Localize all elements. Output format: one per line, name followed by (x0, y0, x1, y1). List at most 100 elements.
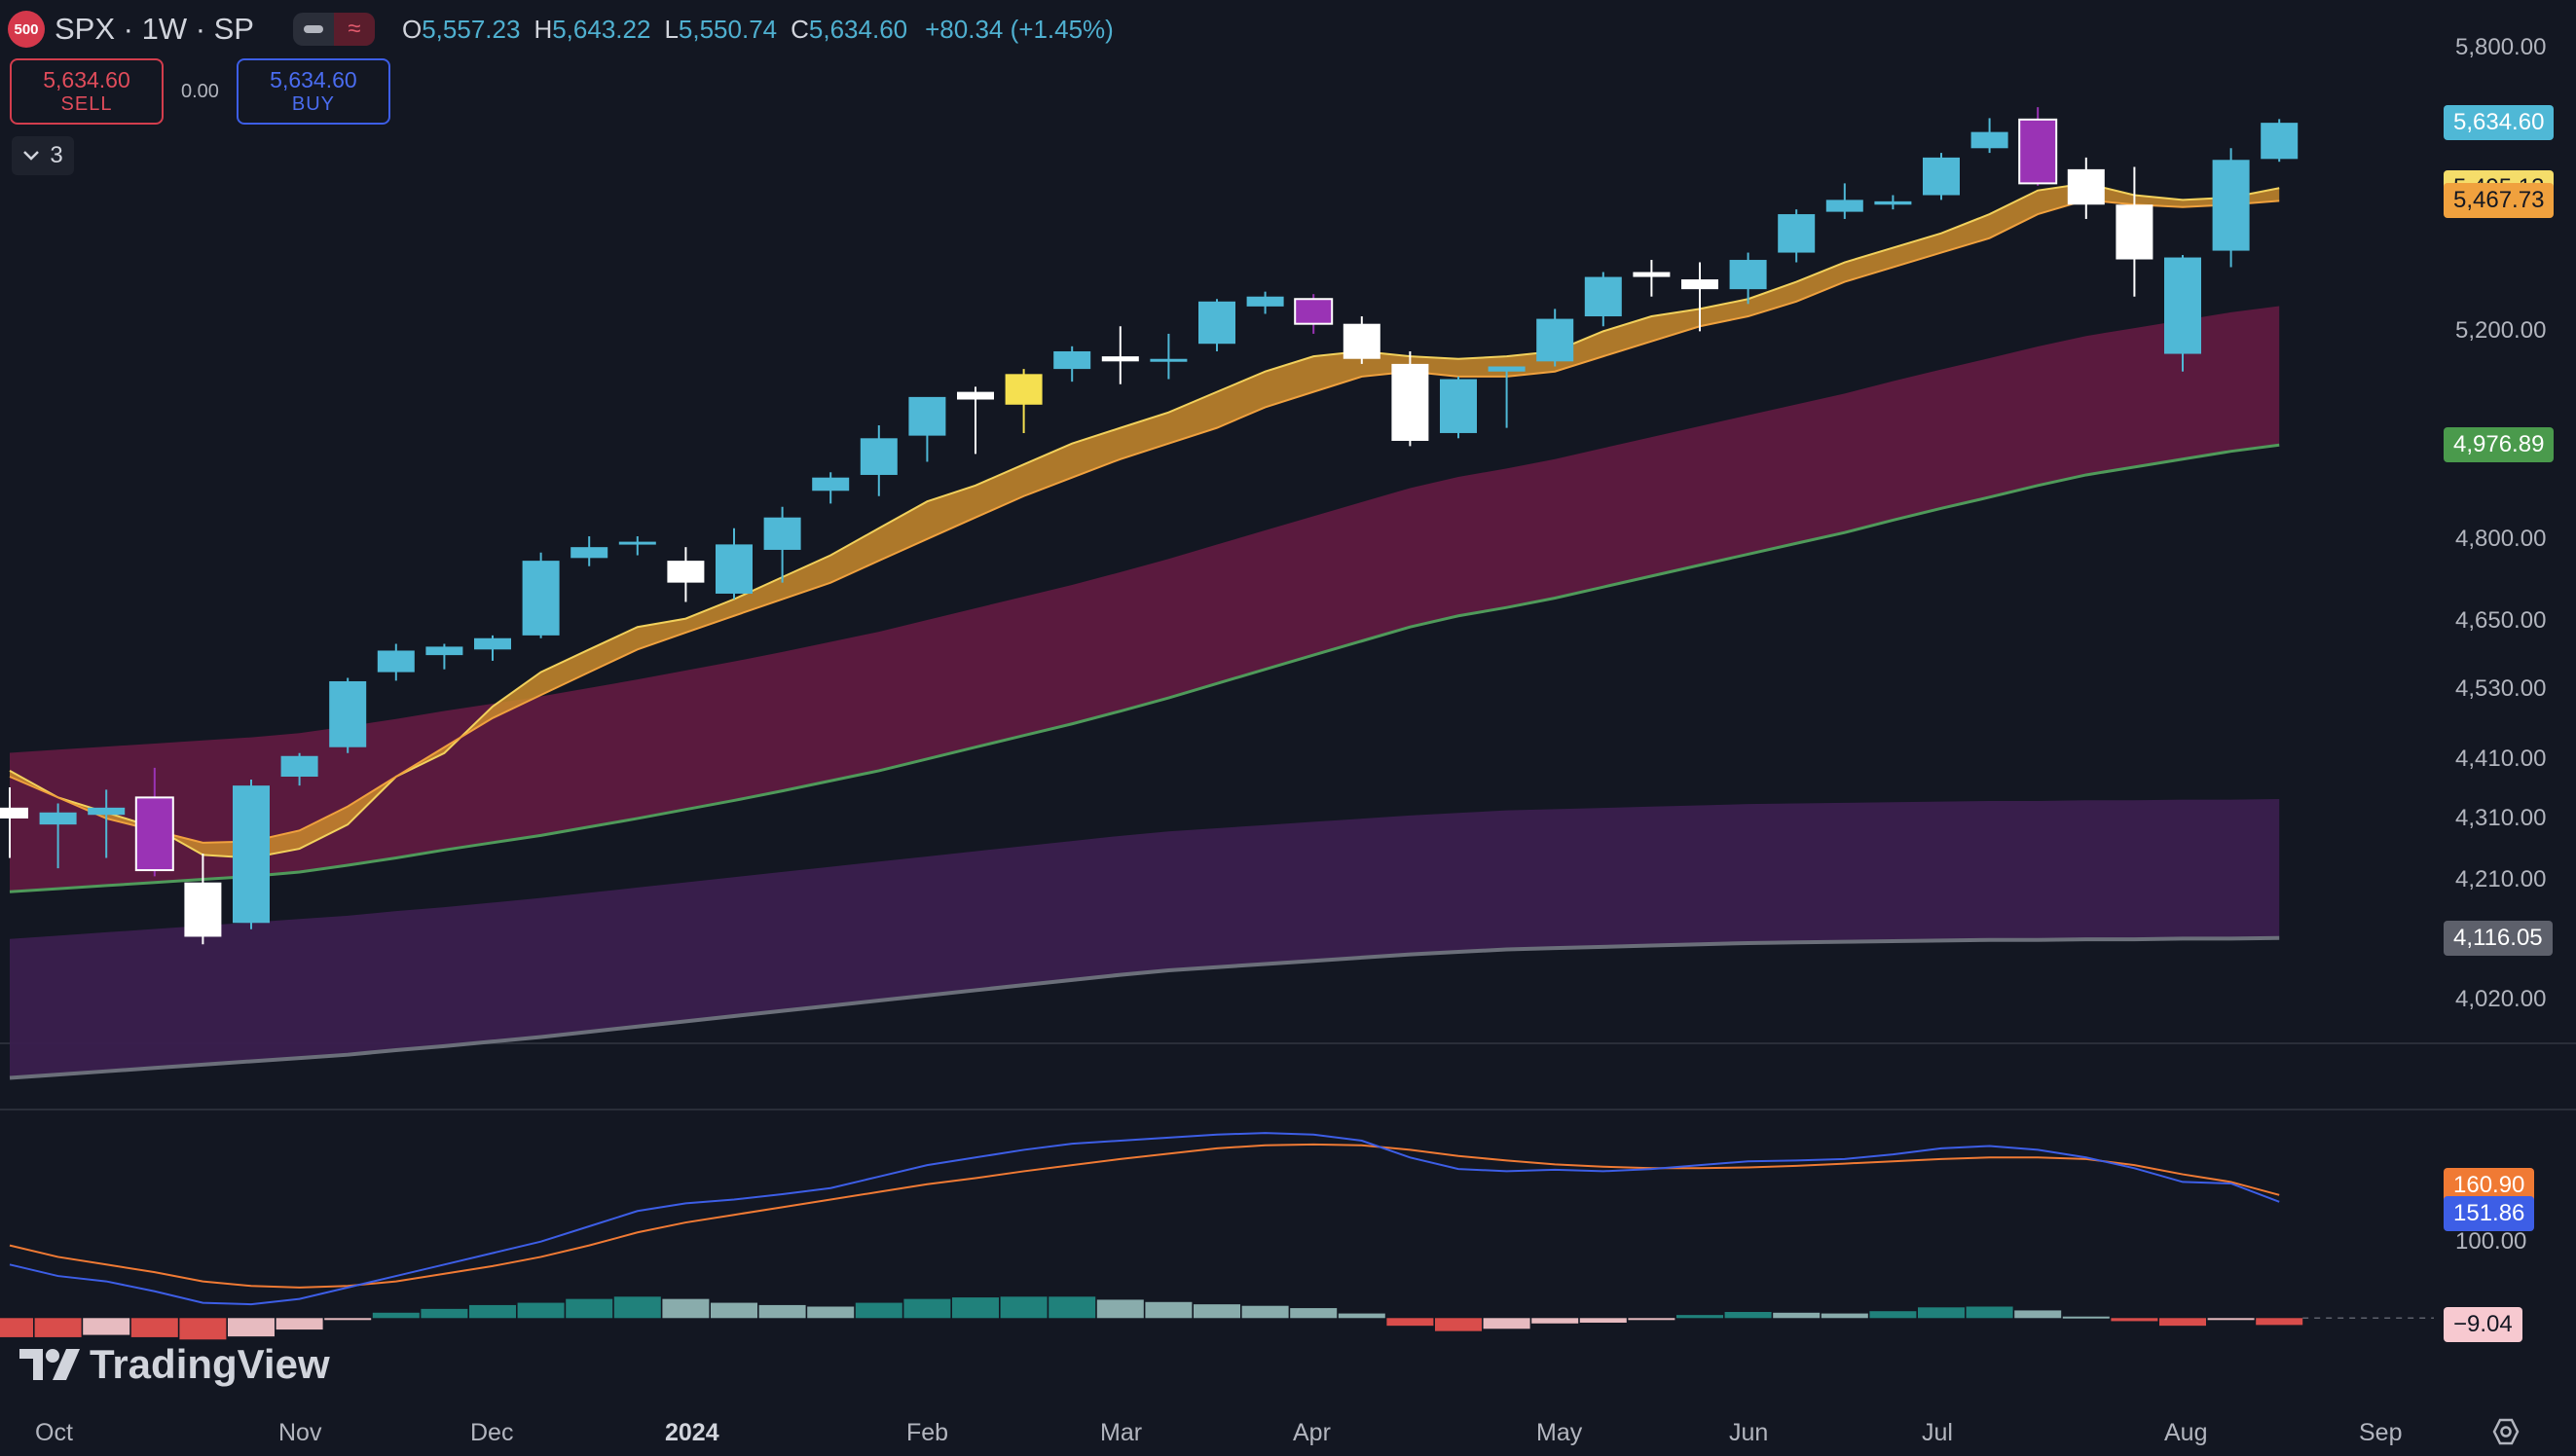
tradingview-mark-icon (19, 1349, 80, 1380)
indicators-collapse-button[interactable]: 3 (12, 136, 74, 175)
candle-body (1101, 356, 1139, 362)
wave-icon[interactable]: ≈ (333, 13, 375, 46)
macd-hist-bar (83, 1318, 130, 1335)
price-axis-tick: 4,020.00 (2455, 985, 2547, 1012)
macd-hist-bar (903, 1298, 951, 1319)
candle-body (1005, 374, 1043, 405)
candle-body (0, 807, 28, 819)
trade-panel: 5,634.60 SELL 0.00 5,634.60 BUY (10, 58, 390, 125)
macd-hist-bar (179, 1318, 227, 1340)
macd-hist-bar (1290, 1308, 1338, 1319)
price-tag: 5,634.60 (2444, 105, 2555, 141)
macd-hist-bar (1821, 1313, 1868, 1319)
sell-button[interactable]: 5,634.60 SELL (10, 58, 164, 125)
candle-body (2067, 168, 2105, 205)
candle-body (1778, 214, 1816, 253)
candle-body (1923, 157, 1960, 196)
candle-body (39, 812, 77, 825)
candle-body (763, 517, 801, 550)
chevron-down-icon (23, 151, 40, 161)
buy-button[interactable]: 5,634.60 BUY (236, 58, 390, 125)
ema-slow-line (9, 199, 2280, 844)
candle-body (1053, 350, 1091, 370)
ohlc-key: L (664, 14, 679, 44)
time-axis-label: May (1536, 1419, 1583, 1446)
time-axis-label: Mar (1100, 1419, 1143, 1446)
macd-hist-bar (0, 1318, 33, 1337)
macd-hist-bar (1628, 1318, 1675, 1321)
candle-body (522, 561, 560, 636)
candle-body (1440, 379, 1477, 433)
candle-body (1294, 298, 1334, 325)
macd-hist-bar (1966, 1306, 2013, 1319)
ohlc-value: 5,634.60 (808, 14, 908, 44)
settings-gear-icon[interactable] (2490, 1416, 2521, 1447)
candle-body (1825, 200, 1863, 212)
minus-icon[interactable] (293, 25, 334, 33)
long-ma-line (9, 935, 2280, 1080)
macd-hist-bar (2062, 1316, 2110, 1319)
ohlc-value: 5,643.22 (552, 14, 651, 44)
macd-hist-bar (1531, 1318, 1579, 1324)
macd-hist-bar (517, 1302, 565, 1319)
price-axis-tick: 4,650.00 (2455, 607, 2547, 635)
macd-hist-bar (1724, 1312, 1772, 1319)
time-axis-label: Nov (278, 1419, 322, 1446)
macd-hist-bar (1194, 1304, 1240, 1319)
candle-body (570, 547, 608, 559)
price-axis-tick: 4,410.00 (2455, 745, 2547, 772)
price-tag: 5,467.73 (2444, 183, 2555, 219)
symbol-title[interactable]: SPX · 1W · SP (55, 12, 254, 46)
macd-hist-bar (807, 1306, 855, 1319)
candle-body (908, 396, 946, 436)
visibility-toggle[interactable]: ≈ (292, 13, 375, 46)
macd-tag: −9.04 (2444, 1307, 2522, 1343)
candle-body (1246, 296, 1284, 307)
candle-body (88, 807, 126, 816)
candle-body (377, 650, 415, 673)
ohlc-value: 5,557.23 (422, 14, 521, 44)
candle-body (1874, 200, 1912, 205)
macd-axis-tick: 100.00 (2455, 1227, 2527, 1255)
macd-hist-bar (1869, 1311, 1917, 1319)
macd-hist-bar (2159, 1318, 2206, 1327)
candle-body (233, 785, 270, 924)
macd-hist-bar (469, 1304, 516, 1319)
candle-body (2261, 123, 2299, 160)
ohlc-h: H5,643.22 (534, 15, 650, 45)
price-tag: 4,976.89 (2444, 427, 2555, 463)
macd-hist-bar (1145, 1301, 1193, 1319)
ohlc-l: L5,550.74 (664, 15, 777, 45)
macd-hist-bar (613, 1296, 661, 1319)
macd-tag: 151.86 (2444, 1195, 2535, 1231)
tradingview-logo-text: TradingView (90, 1341, 330, 1387)
spread-value: 0.00 (181, 80, 219, 102)
macd-hist-bar (1579, 1318, 1627, 1323)
macd-hist-bar (1241, 1305, 1289, 1319)
symbol-header[interactable]: 500 SPX · 1W · SP ≈ O5,557.23 H5,643.22 L5… (8, 8, 1114, 51)
time-axis-label: Jul (1922, 1419, 1953, 1446)
price-axis-tick: 4,210.00 (2455, 865, 2547, 892)
candle-body (425, 646, 463, 656)
macd-hist-bar (1435, 1318, 1482, 1331)
candle-body (1391, 363, 1429, 441)
tradingview-logo[interactable]: TradingView (18, 1341, 330, 1388)
price-axis-tick: 4,310.00 (2455, 804, 2547, 831)
time-axis-label: Dec (470, 1419, 514, 1446)
macd-hist-bar (2256, 1318, 2303, 1326)
price-axis-tick: 4,800.00 (2455, 525, 2547, 552)
candle-body (618, 541, 656, 545)
macd-hist-bar (1049, 1296, 1096, 1319)
candle-body (1584, 276, 1622, 317)
candle-body (2018, 118, 2058, 185)
price-axis-tick: 5,800.00 (2455, 34, 2547, 61)
macd-line (9, 1132, 2280, 1306)
macd-hist-bar (372, 1312, 420, 1319)
ema-fast-line (9, 182, 2280, 859)
macd-hist-bar (1676, 1315, 1723, 1319)
candle-body (184, 882, 222, 937)
price-axis-tick: 5,200.00 (2455, 317, 2547, 345)
ohlc-values: O5,557.23 H5,643.22 L5,550.74 C5,634.60 +80.… (402, 15, 1114, 45)
price-tag: 4,116.05 (2444, 920, 2553, 956)
